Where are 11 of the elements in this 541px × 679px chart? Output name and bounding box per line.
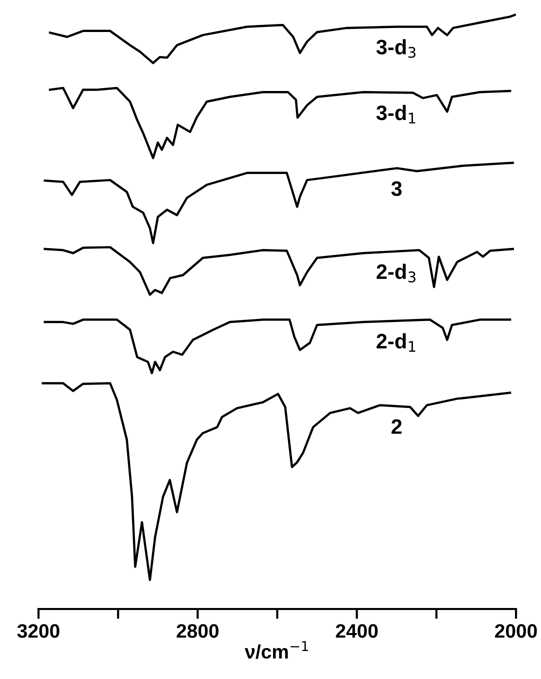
series-label: 3 <box>391 181 402 196</box>
series-label: 2 <box>392 419 402 434</box>
series-label: 3-d$_{3}$ <box>376 39 416 58</box>
series-label: 3-d$_{1}$ <box>376 104 416 124</box>
x-axis-title: ν/cm$^{−1}$ <box>244 641 308 659</box>
x-tick-label: 3200 <box>17 624 60 638</box>
series-label: 2-d$_{3}$ <box>376 264 416 282</box>
series-label: 2-d$_{1}$ <box>376 333 416 352</box>
x-tick-label: 2000 <box>495 624 537 638</box>
x-tick-label: 2400 <box>336 624 378 638</box>
x-tick-label: 2800 <box>176 624 218 638</box>
